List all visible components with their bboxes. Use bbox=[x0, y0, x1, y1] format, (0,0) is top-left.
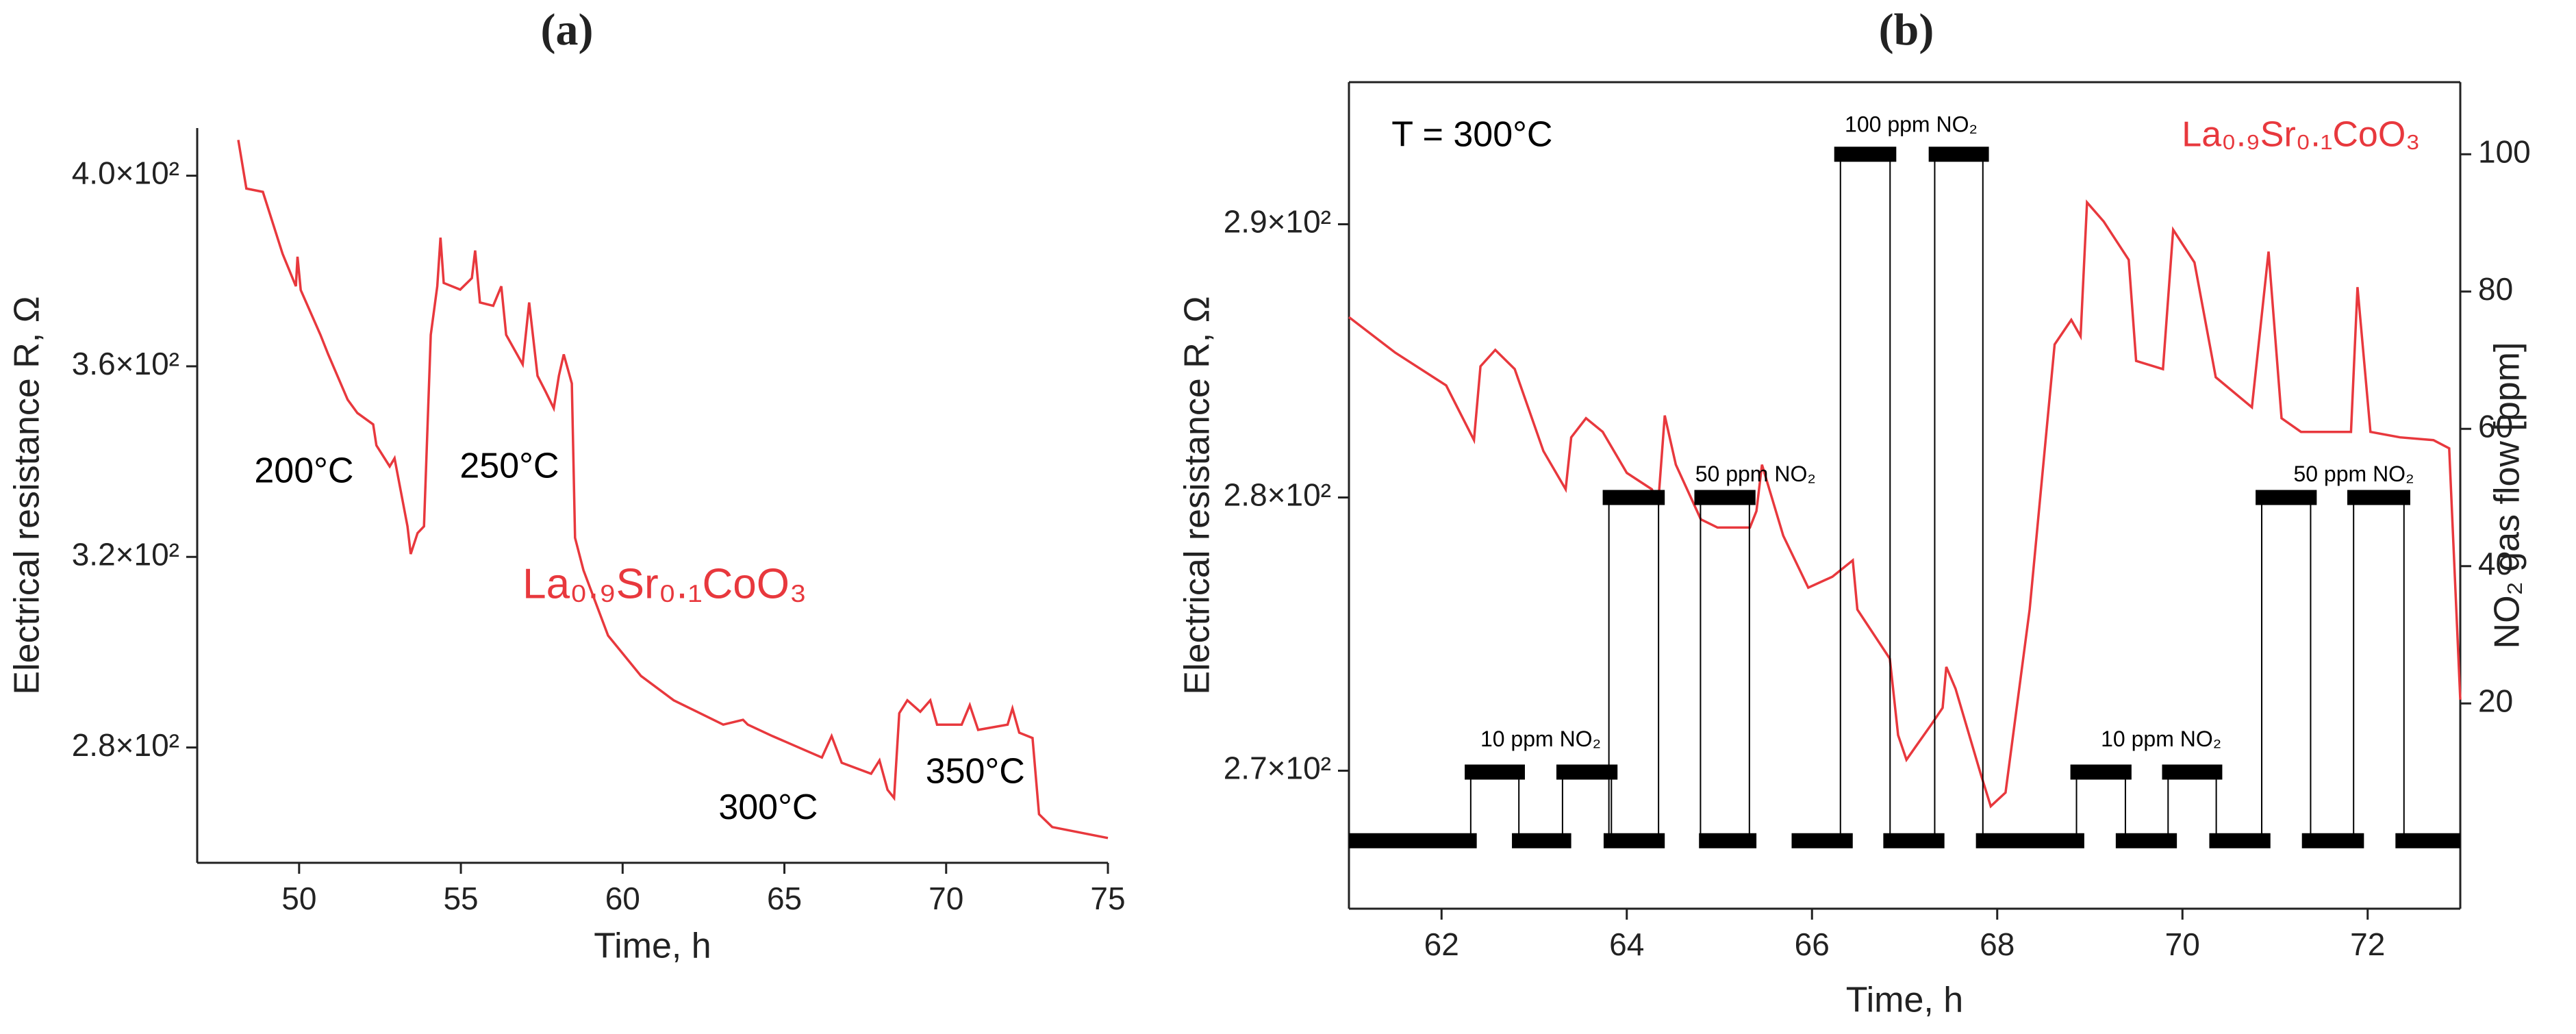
gas-flow-bar bbox=[1834, 147, 1897, 162]
gas-flow-bar bbox=[2301, 833, 2364, 848]
annotation: La₀.₉Sr₀.₁CoO₃ bbox=[522, 560, 807, 607]
annotation: 100 ppm NO₂ bbox=[1845, 112, 1978, 136]
gas-flow-bar bbox=[1465, 764, 1525, 780]
panel-title: (a) bbox=[541, 5, 594, 55]
gas-flow-bar bbox=[1556, 764, 1618, 780]
y2-tick-label: 40 bbox=[2478, 546, 2513, 581]
x-tick-label: 50 bbox=[281, 881, 316, 916]
y2-axis-label: NO₂ gas flow [ppm] bbox=[2488, 342, 2527, 649]
gas-flow-bar bbox=[2347, 490, 2410, 505]
x-tick-label: 66 bbox=[1795, 926, 1830, 962]
gas-flow-bar bbox=[1883, 833, 1945, 848]
y-tick-label: 2.9×10² bbox=[1224, 204, 1331, 240]
annotation: 10 ppm NO₂ bbox=[2101, 727, 2221, 751]
x-tick-label: 70 bbox=[2165, 926, 2200, 962]
gas-flow-bar bbox=[1975, 833, 2084, 848]
annotation: 300°C bbox=[718, 787, 818, 827]
gas-flow-bar bbox=[1694, 490, 1756, 505]
annotation: 350°C bbox=[926, 752, 1025, 792]
y-tick-label: 3.6×10² bbox=[72, 346, 179, 381]
x-tick-label: 62 bbox=[1424, 926, 1459, 962]
gas-flow-bar bbox=[2070, 764, 2132, 780]
x-tick-label: 64 bbox=[1609, 926, 1644, 962]
annotation: T = 300°C bbox=[1391, 115, 1552, 155]
gas-flow-bar bbox=[2115, 833, 2177, 848]
gas-flow-bar bbox=[1512, 833, 1571, 848]
annotation: La₀.₉Sr₀.₁CoO₃ bbox=[2182, 115, 2420, 155]
gas-flow-bar bbox=[2256, 490, 2317, 505]
annotation: 10 ppm NO₂ bbox=[1480, 727, 1601, 751]
annotation: 200°C bbox=[254, 451, 353, 491]
panel-title: (b) bbox=[1879, 5, 1934, 55]
gas-flow-bar bbox=[1602, 490, 1665, 505]
x-axis-label: Time, h bbox=[594, 926, 711, 966]
y-tick-label: 2.8×10² bbox=[72, 727, 179, 763]
annotation: 50 ppm NO₂ bbox=[1695, 462, 1816, 486]
annotation: 50 ppm NO₂ bbox=[2293, 462, 2414, 486]
gas-flow-bar bbox=[1699, 833, 1757, 848]
x-tick-label: 60 bbox=[605, 881, 640, 916]
y-tick-label: 2.7×10² bbox=[1224, 751, 1331, 786]
resistance-line bbox=[237, 140, 1109, 840]
y2-tick-label: 80 bbox=[2478, 271, 2513, 307]
y2-tick-label: 20 bbox=[2478, 683, 2513, 718]
x-tick-label: 70 bbox=[929, 881, 963, 916]
gas-flow-bar bbox=[1603, 833, 1665, 848]
gas-flow-bar bbox=[1791, 833, 1853, 848]
y-axis-label: Electrical resistance R, Ω bbox=[1178, 296, 1217, 694]
gas-flow-bar bbox=[1928, 147, 1989, 162]
x-tick-label: 75 bbox=[1090, 881, 1125, 916]
x-axis-label: Time, h bbox=[1846, 981, 1963, 1020]
gas-flow-bar bbox=[2162, 764, 2223, 780]
x-tick-label: 68 bbox=[1980, 926, 2015, 962]
y2-tick-label: 60 bbox=[2478, 408, 2513, 444]
x-tick-label: 65 bbox=[767, 881, 802, 916]
y2-tick-label: 100 bbox=[2478, 134, 2531, 169]
gas-flow-bar bbox=[1349, 833, 1477, 848]
annotation: 250°C bbox=[459, 446, 559, 486]
x-tick-label: 55 bbox=[443, 881, 478, 916]
gas-flow-bar bbox=[2209, 833, 2271, 848]
x-tick-label: 72 bbox=[2350, 926, 2385, 962]
y-tick-label: 4.0×10² bbox=[72, 155, 179, 191]
y-tick-label: 3.2×10² bbox=[72, 536, 179, 572]
resistance-line bbox=[1348, 199, 2462, 809]
gas-flow-bar bbox=[2395, 833, 2460, 848]
y-axis-label: Electrical resistance R, Ω bbox=[8, 296, 47, 694]
y-tick-label: 2.8×10² bbox=[1224, 477, 1331, 513]
